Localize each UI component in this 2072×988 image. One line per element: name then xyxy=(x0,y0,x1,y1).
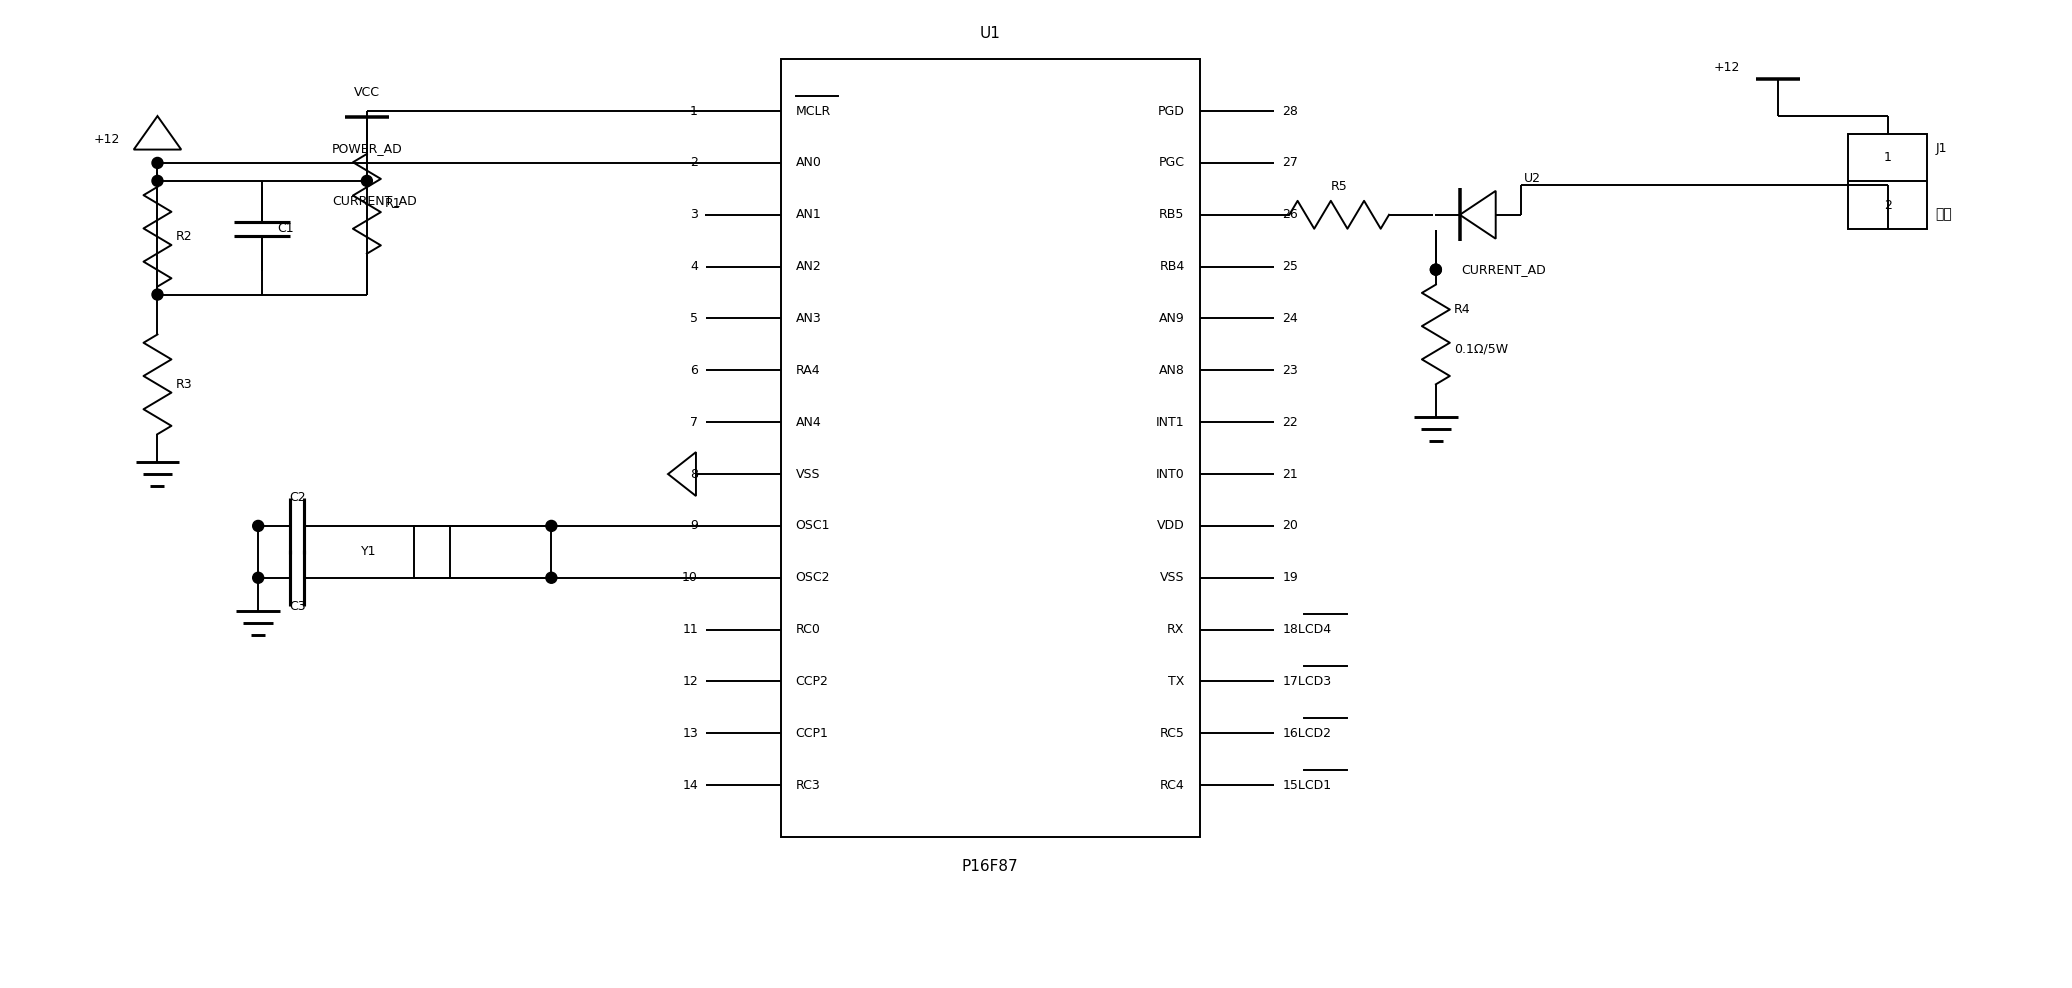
Text: POWER_AD: POWER_AD xyxy=(332,142,402,155)
Text: PGC: PGC xyxy=(1158,156,1185,169)
Text: AN4: AN4 xyxy=(796,416,821,429)
Circle shape xyxy=(253,521,263,532)
Text: 1: 1 xyxy=(690,105,698,118)
Text: R1: R1 xyxy=(385,198,402,210)
Text: 26: 26 xyxy=(1283,208,1297,221)
Text: 1: 1 xyxy=(1883,151,1892,164)
Text: 16LCD2: 16LCD2 xyxy=(1283,727,1332,740)
Text: CCP1: CCP1 xyxy=(796,727,829,740)
Text: U2: U2 xyxy=(1523,172,1542,185)
Text: 9: 9 xyxy=(690,520,698,533)
Text: CCP2: CCP2 xyxy=(796,675,829,688)
Text: RC0: RC0 xyxy=(796,623,821,636)
Text: OSC2: OSC2 xyxy=(796,571,831,584)
Text: 27: 27 xyxy=(1283,156,1299,169)
Circle shape xyxy=(151,289,164,300)
Text: 23: 23 xyxy=(1283,364,1297,376)
Bar xyxy=(781,59,1200,837)
Text: 25: 25 xyxy=(1283,260,1299,273)
Text: 油泵: 油泵 xyxy=(1935,206,1952,220)
Text: 2: 2 xyxy=(1883,199,1892,211)
Circle shape xyxy=(545,521,557,532)
Text: 18LCD4: 18LCD4 xyxy=(1283,623,1332,636)
Text: VDD: VDD xyxy=(1156,520,1185,533)
Text: 12: 12 xyxy=(682,675,698,688)
Text: R5: R5 xyxy=(1330,180,1347,193)
Circle shape xyxy=(253,572,263,583)
Text: VCC: VCC xyxy=(354,86,379,99)
Text: MCLR: MCLR xyxy=(796,105,831,118)
Text: 0.1Ω/5W: 0.1Ω/5W xyxy=(1455,343,1508,356)
Text: 13: 13 xyxy=(682,727,698,740)
Circle shape xyxy=(1430,264,1442,275)
Text: CURRENT_AD: CURRENT_AD xyxy=(332,194,416,206)
Text: C3: C3 xyxy=(288,600,305,613)
Text: RA4: RA4 xyxy=(796,364,821,376)
Bar xyxy=(414,526,450,578)
Text: CURRENT_AD: CURRENT_AD xyxy=(1461,263,1546,276)
Text: PGD: PGD xyxy=(1158,105,1185,118)
Text: AN1: AN1 xyxy=(796,208,821,221)
Text: 10: 10 xyxy=(682,571,698,584)
Text: RC3: RC3 xyxy=(796,779,821,791)
Text: 4: 4 xyxy=(690,260,698,273)
Text: 2: 2 xyxy=(690,156,698,169)
Text: Y1: Y1 xyxy=(361,545,377,558)
Text: R3: R3 xyxy=(176,377,193,391)
Circle shape xyxy=(361,176,373,187)
Text: 11: 11 xyxy=(682,623,698,636)
Text: C1: C1 xyxy=(278,222,294,235)
Text: OSC1: OSC1 xyxy=(796,520,831,533)
Text: AN9: AN9 xyxy=(1158,312,1185,325)
Circle shape xyxy=(151,176,164,187)
Text: +12: +12 xyxy=(93,132,120,145)
Bar xyxy=(1848,134,1927,229)
Text: INT1: INT1 xyxy=(1156,416,1185,429)
Text: 6: 6 xyxy=(690,364,698,376)
Text: RC5: RC5 xyxy=(1160,727,1185,740)
Text: 17LCD3: 17LCD3 xyxy=(1283,675,1332,688)
Text: 14: 14 xyxy=(682,779,698,791)
Text: 21: 21 xyxy=(1283,467,1297,480)
Text: RX: RX xyxy=(1167,623,1185,636)
Circle shape xyxy=(545,572,557,583)
Text: +12: +12 xyxy=(1714,60,1740,74)
Text: VSS: VSS xyxy=(796,467,821,480)
Text: P16F87: P16F87 xyxy=(961,859,1019,874)
Text: C2: C2 xyxy=(288,491,305,504)
Text: TX: TX xyxy=(1169,675,1185,688)
Text: RB4: RB4 xyxy=(1160,260,1185,273)
Circle shape xyxy=(1430,264,1442,275)
Text: 19: 19 xyxy=(1283,571,1297,584)
Text: AN0: AN0 xyxy=(796,156,823,169)
Text: 7: 7 xyxy=(690,416,698,429)
Circle shape xyxy=(151,157,164,168)
Text: R2: R2 xyxy=(176,230,193,243)
Text: INT0: INT0 xyxy=(1156,467,1185,480)
Text: 3: 3 xyxy=(690,208,698,221)
Text: RC4: RC4 xyxy=(1160,779,1185,791)
Text: AN8: AN8 xyxy=(1158,364,1185,376)
Text: J1: J1 xyxy=(1935,142,1948,155)
Text: 22: 22 xyxy=(1283,416,1297,429)
Text: 8: 8 xyxy=(690,467,698,480)
Text: 15LCD1: 15LCD1 xyxy=(1283,779,1332,791)
Text: R4: R4 xyxy=(1455,303,1471,316)
Text: 28: 28 xyxy=(1283,105,1299,118)
Text: VSS: VSS xyxy=(1160,571,1185,584)
Text: 20: 20 xyxy=(1283,520,1299,533)
Text: RB5: RB5 xyxy=(1158,208,1185,221)
Text: AN3: AN3 xyxy=(796,312,821,325)
Text: U1: U1 xyxy=(980,27,1001,41)
Text: 5: 5 xyxy=(690,312,698,325)
Text: 24: 24 xyxy=(1283,312,1297,325)
Text: AN2: AN2 xyxy=(796,260,821,273)
